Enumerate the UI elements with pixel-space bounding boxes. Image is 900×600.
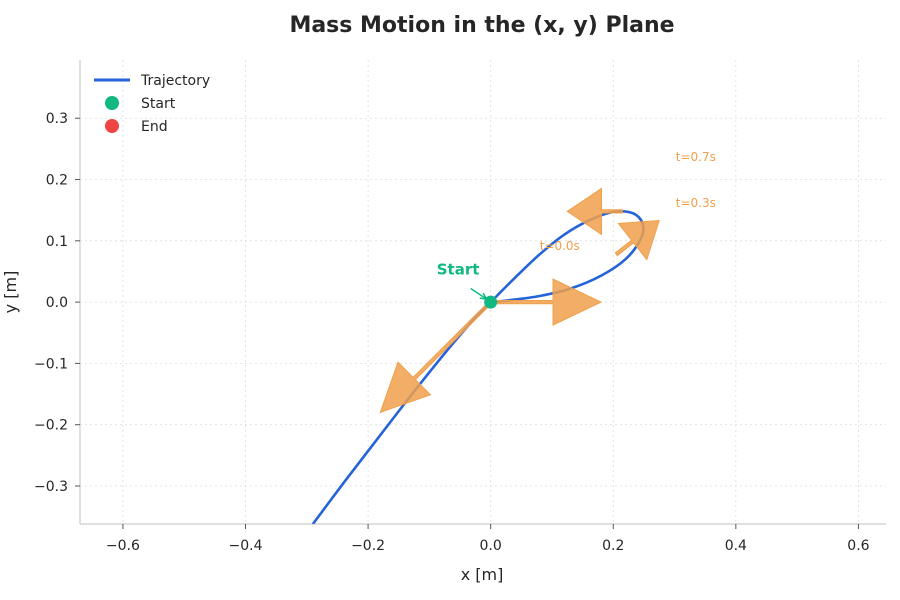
velocity-arrow [379, 300, 493, 414]
trajectory-line [311, 210, 645, 524]
y-tick-label: 0.2 [46, 173, 68, 189]
x-tick-label: 0.2 [602, 538, 624, 554]
start-annotation: Start [437, 261, 480, 279]
x-tick-label: −0.4 [228, 538, 262, 554]
y-axis-label: y [m] [1, 271, 20, 314]
x-tick-label: −0.2 [351, 538, 385, 554]
velocity-arrow [490, 278, 603, 326]
velocity-arrow [614, 220, 660, 261]
start-marker [484, 295, 498, 309]
chart-title: Mass Motion in the (x, y) Plane [289, 13, 674, 38]
velocity-arrow [566, 187, 623, 236]
start-annotation-arrowhead [479, 292, 489, 301]
x-axis-label: x [m] [461, 565, 504, 584]
time-label: t=0.7s [676, 150, 716, 164]
legend-label: End [141, 119, 168, 135]
y-tick-label: 0.1 [46, 234, 68, 250]
start-annotation-arrow [470, 287, 488, 300]
grid [80, 60, 886, 524]
y-tick-label: −0.2 [34, 418, 68, 434]
time-label: t=0.0s [540, 239, 580, 253]
legend-label: Trajectory [140, 73, 210, 89]
y-tick-label: 0.3 [46, 111, 68, 127]
y-tick-label: −0.1 [34, 356, 68, 372]
y-ticks: −0.3 −0.2 −0.1 0.0 0.1 0.2 0.3 [34, 111, 80, 495]
legend-marker-swatch [105, 119, 119, 133]
x-ticks: −0.6 −0.4 −0.2 0.0 0.2 0.4 0.6 [106, 524, 870, 554]
x-tick-label: −0.6 [106, 538, 140, 554]
x-tick-label: 0.0 [480, 538, 502, 554]
plot-area: t=0.0s t=0.3s t=0.7s Start [311, 150, 716, 524]
y-tick-label: −0.3 [34, 479, 68, 495]
legend-marker-swatch [105, 96, 119, 110]
x-tick-label: 0.6 [847, 538, 869, 554]
legend-label: Start [141, 96, 176, 112]
legend: Trajectory Start End [94, 73, 210, 135]
time-label: t=0.3s [676, 196, 716, 210]
x-tick-label: 0.4 [725, 538, 747, 554]
axes [79, 60, 886, 525]
y-tick-label: 0.0 [46, 295, 68, 311]
